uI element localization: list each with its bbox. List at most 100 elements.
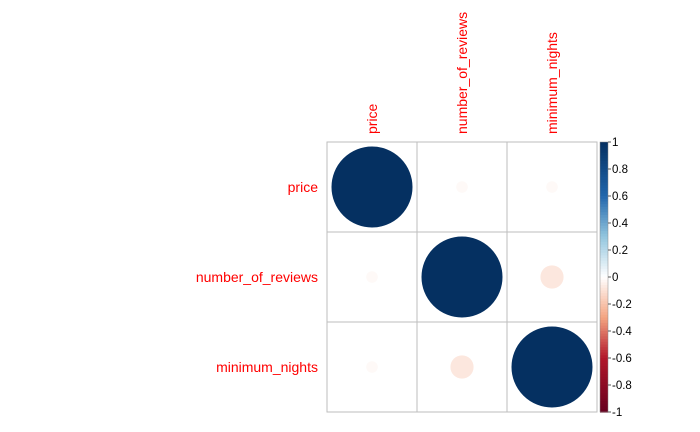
correlation-circle-number_of_reviews-minimum_nights: [540, 265, 564, 289]
colorbar-segment: [600, 333, 608, 337]
colorbar-tick-label: -0.8: [612, 380, 632, 392]
colorbar-segment: [600, 158, 608, 162]
colorbar-segment: [600, 177, 608, 181]
colorbar: 1 0.8 0.6 0.4 0.2 0 -0.2 -0.4 -0.6 -0.8 -1: [599, 137, 632, 419]
colorbar-segment: [600, 150, 608, 154]
colorbar-segment: [600, 393, 608, 397]
colorbar-segment: [600, 268, 608, 273]
colorbar-segment: [600, 187, 608, 192]
colorbar-segment: [600, 358, 608, 362]
colorbar-segment: [600, 250, 608, 254]
colorbar-segment: [600, 406, 608, 410]
column-label-price: price: [364, 103, 380, 134]
colorbar-segment: [600, 190, 608, 194]
colorbar-segment: [600, 309, 608, 313]
colorbar-segment: [600, 233, 608, 238]
colorbar-segment: [600, 409, 608, 413]
colorbar-segment: [600, 328, 608, 332]
correlation-circle-minimum_nights-price: [366, 361, 378, 373]
colorbar-segment: [600, 285, 608, 289]
colorbar-segment: [600, 206, 608, 211]
colorbar-segment: [600, 217, 608, 221]
colorbar-segment: [600, 252, 608, 256]
correlation-circle-price-minimum_nights: [546, 181, 558, 193]
colorbar-segment: [600, 282, 608, 286]
colorbar-tick-label: 0: [612, 272, 618, 284]
colorbar-segment: [600, 325, 608, 329]
colorbar-segment: [600, 344, 608, 348]
colorbar-tick-label: 0.4: [612, 218, 629, 230]
correlation-grid: [326, 141, 598, 413]
colorbar-segment: [600, 376, 608, 381]
colorbar-tick-label: -0.2: [612, 299, 632, 311]
colorbar-segment: [600, 279, 608, 283]
correlation-circle-minimum_nights-minimum_nights: [510, 325, 594, 409]
colorbar-segment: [600, 401, 608, 405]
colorbar-segment: [600, 220, 608, 224]
colorbar-segment: [600, 293, 608, 297]
correlation-circle-price-price: [330, 145, 414, 229]
colorbar-segment: [600, 390, 608, 394]
grid-cell: [506, 321, 598, 413]
colorbar-segment: [600, 287, 608, 292]
colorbar-tick-label: 0.8: [612, 164, 628, 176]
colorbar-segment: [600, 374, 608, 378]
colorbar-segment: [600, 193, 608, 197]
colorbar-segment: [600, 142, 608, 146]
colorbar-segment: [600, 225, 608, 229]
column-label-number_of_reviews: number_of_reviews: [454, 12, 470, 134]
colorbar-segment: [600, 196, 608, 200]
colorbar-segment: [600, 160, 608, 165]
colorbar-segment: [600, 331, 608, 335]
colorbar-segment: [600, 277, 608, 281]
colorbar-segment: [600, 385, 608, 389]
column-label-minimum_nights: minimum_nights: [544, 32, 560, 134]
colorbar-segment: [600, 290, 608, 294]
correlation-circle-number_of_reviews-price: [366, 271, 378, 283]
colorbar-segment: [600, 258, 608, 262]
colorbar-segment: [600, 263, 608, 267]
correlation-circle-price-number_of_reviews: [456, 181, 468, 193]
colorbar-segment: [600, 298, 608, 302]
colorbar-segment: [600, 155, 608, 159]
correlation-circle-minimum_nights-number_of_reviews: [450, 355, 474, 379]
colorbar-segment: [600, 312, 608, 316]
colorbar-segment: [600, 147, 608, 151]
colorbar-segment: [600, 366, 608, 370]
colorbar-segment: [600, 169, 608, 173]
colorbar-segment: [600, 152, 608, 157]
colorbar-segment: [600, 166, 608, 170]
colorbar-segment: [600, 349, 608, 354]
colorbar-segment: [600, 182, 608, 186]
colorbar-segment: [600, 212, 608, 216]
colorbar-tick-label: 0.2: [612, 245, 628, 257]
colorbar-segment: [600, 295, 608, 300]
colorbar-tick-label: 1: [612, 137, 618, 149]
colorbar-segment: [600, 352, 608, 356]
colorbar-segment: [600, 347, 608, 351]
colorbar-segment: [600, 171, 608, 175]
colorbar-tick-label: -0.4: [612, 326, 632, 338]
colorbar-segment: [600, 322, 608, 327]
colorbar-segment: [600, 244, 608, 248]
colorbar-segment: [600, 382, 608, 386]
colorbar-segment: [600, 304, 608, 308]
colorbar-segment: [600, 403, 608, 408]
colorbar-segment: [600, 241, 608, 246]
colorbar-segment: [600, 379, 608, 383]
colorbar-segment: [600, 314, 608, 319]
colorbar-segment: [600, 363, 608, 367]
colorbar-segment: [600, 209, 608, 213]
colorbar-tick-label: 0.6: [612, 191, 628, 203]
colorbar-segment: [600, 239, 608, 243]
colorbar-segment: [600, 341, 608, 346]
colorbar-segment: [600, 317, 608, 321]
row-label-price: price: [288, 179, 319, 195]
colorbar-segment: [600, 387, 608, 391]
colorbar-segment: [600, 255, 608, 259]
colorbar-segment: [600, 320, 608, 324]
row-label-number_of_reviews: number_of_reviews: [196, 269, 318, 285]
colorbar-segment: [600, 231, 608, 235]
colorbar-segment: [600, 198, 608, 202]
